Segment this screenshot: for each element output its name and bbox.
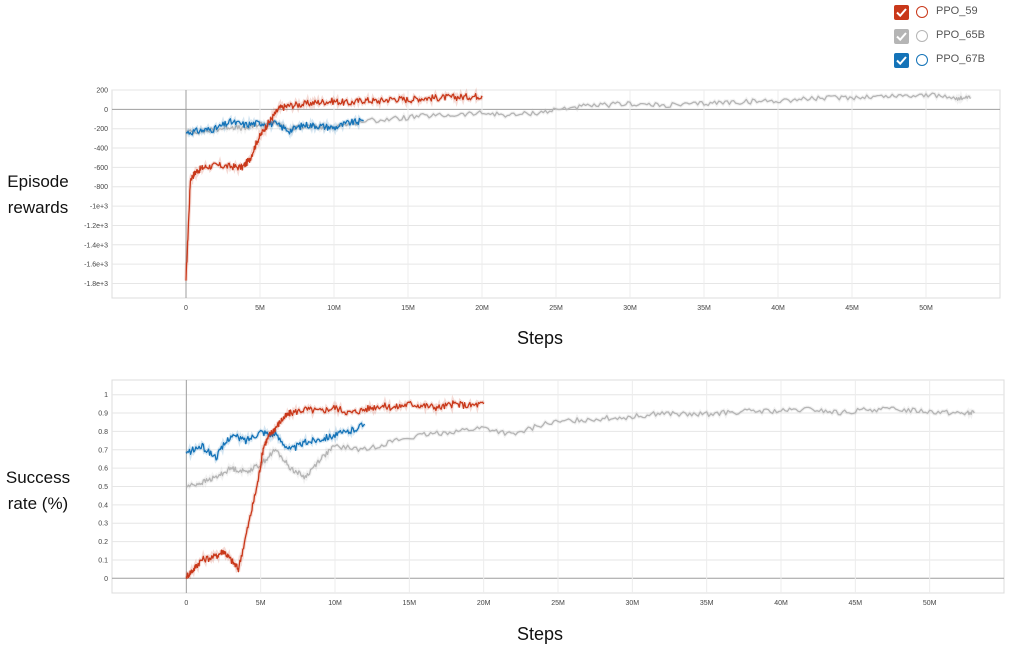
circle-icon[interactable] bbox=[916, 30, 928, 42]
legend-label: PPO_67B bbox=[936, 53, 985, 65]
series-line-ppo-65b bbox=[186, 406, 975, 488]
y-tick-label: -1.2e+3 bbox=[84, 223, 108, 230]
y-axis-label-line: Success bbox=[5, 468, 71, 487]
y-tick-label: 0.2 bbox=[98, 539, 108, 546]
x-tick-label: 5M bbox=[256, 600, 266, 607]
x-tick-label: 25M bbox=[549, 305, 563, 312]
y-tick-label: -400 bbox=[94, 146, 108, 153]
checkbox-icon[interactable] bbox=[894, 53, 909, 68]
y-tick-label: -600 bbox=[94, 165, 108, 172]
y-tick-label: -1.6e+3 bbox=[84, 262, 108, 269]
x-tick-label: 35M bbox=[697, 305, 711, 312]
y-tick-label: -1.8e+3 bbox=[84, 281, 108, 288]
circle-icon[interactable] bbox=[916, 6, 928, 18]
legend-label: PPO_65B bbox=[936, 29, 985, 41]
x-tick-label: 50M bbox=[919, 305, 933, 312]
legend-label: PPO_59 bbox=[936, 5, 978, 17]
y-tick-label: -800 bbox=[94, 184, 108, 191]
x-tick-label: 0 bbox=[184, 305, 188, 312]
y-axis-label-line: Episode bbox=[7, 172, 69, 191]
x-tick-label: 15M bbox=[403, 600, 417, 607]
checkbox-icon[interactable] bbox=[894, 5, 909, 20]
series-line-ppo-59 bbox=[185, 92, 483, 281]
x-tick-label: 35M bbox=[700, 600, 714, 607]
y-tick-label: 0 bbox=[104, 576, 108, 583]
legend-item-ppo-67b[interactable]: PPO_67B bbox=[890, 51, 1008, 75]
y-axis-label-rewards: Episode rewards bbox=[0, 169, 76, 221]
x-tick-label: 10M bbox=[327, 305, 341, 312]
y-tick-label: 0.1 bbox=[98, 557, 108, 564]
series-line-ppo-67b bbox=[185, 117, 364, 136]
y-tick-label: 0.6 bbox=[98, 466, 108, 473]
x-tick-label: 15M bbox=[401, 305, 415, 312]
y-axis-label-line: rate (%) bbox=[7, 494, 69, 513]
y-tick-label: 0.9 bbox=[98, 411, 108, 418]
y-tick-label: 0.8 bbox=[98, 429, 108, 436]
y-tick-label: 0.7 bbox=[98, 447, 108, 454]
y-tick-label: 200 bbox=[96, 88, 108, 95]
y-tick-label: -200 bbox=[94, 126, 108, 133]
x-tick-label: 20M bbox=[477, 600, 491, 607]
x-tick-label: 45M bbox=[845, 305, 859, 312]
y-tick-label: 0 bbox=[104, 107, 108, 114]
x-axis-label-success: Steps bbox=[516, 624, 564, 644]
y-tick-label: -1.4e+3 bbox=[84, 242, 108, 249]
y-tick-label: 1 bbox=[104, 392, 108, 399]
y-axis-label-success: Success rate (%) bbox=[0, 465, 76, 517]
x-tick-label: 45M bbox=[849, 600, 863, 607]
circle-icon[interactable] bbox=[916, 54, 928, 66]
x-tick-label: 20M bbox=[475, 305, 489, 312]
x-tick-label: 50M bbox=[923, 600, 937, 607]
x-tick-label: 5M bbox=[255, 305, 265, 312]
legend: PPO_59 PPO_65B PPO_67B bbox=[890, 3, 1008, 75]
y-tick-label: 0.5 bbox=[98, 484, 108, 491]
y-tick-label: -1e+3 bbox=[90, 204, 108, 211]
series-shadow bbox=[185, 405, 976, 490]
chart-success-rate: 1 0.9 0.8 0.7 0.6 0.5 0.4 0.3 0.2 0.1 0 0 5M 10M 15M 20… bbox=[98, 379, 1005, 607]
series-line-ppo-59 bbox=[185, 400, 485, 580]
x-tick-label: 40M bbox=[774, 600, 788, 607]
legend-item-ppo-59[interactable]: PPO_59 bbox=[890, 3, 1008, 27]
x-tick-label: 25M bbox=[551, 600, 565, 607]
checkbox-icon[interactable] bbox=[894, 29, 909, 44]
x-axis-label-rewards: Steps bbox=[516, 328, 564, 348]
x-tick-label: 30M bbox=[626, 600, 640, 607]
x-tick-label: 0 bbox=[184, 600, 188, 607]
legend-item-ppo-65b[interactable]: PPO_65B bbox=[890, 27, 1008, 51]
y-tick-label: 0.4 bbox=[98, 502, 108, 509]
x-tick-label: 10M bbox=[328, 600, 342, 607]
y-axis-label-line: rewards bbox=[7, 198, 69, 217]
chart-episode-rewards: 200 0 -200 -400 -600 -800 -1e+3 -1.2e+3 -1.4e+3 -… bbox=[84, 87, 1001, 312]
y-tick-label: 0.3 bbox=[98, 521, 108, 528]
x-tick-label: 30M bbox=[623, 305, 637, 312]
x-tick-label: 40M bbox=[771, 305, 785, 312]
